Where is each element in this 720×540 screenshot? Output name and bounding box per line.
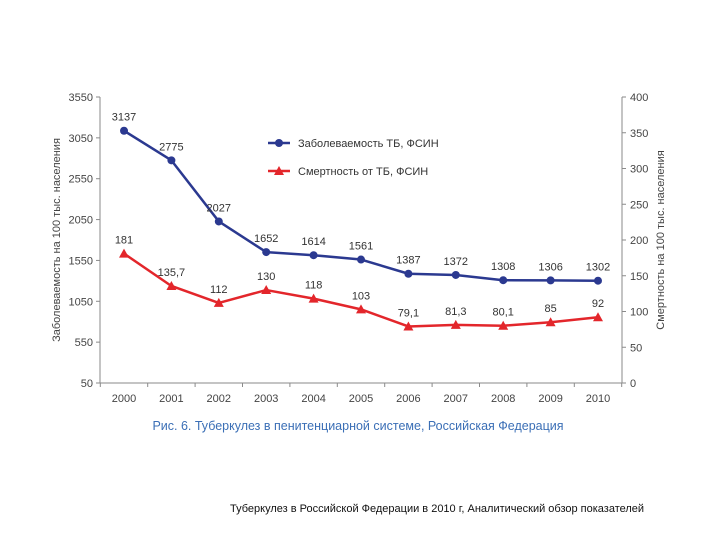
x-tick-label: 2008	[491, 393, 515, 405]
incidence-data-label: 1372	[444, 256, 468, 268]
x-tick-label: 2003	[254, 393, 278, 405]
left-tick-label: 1550	[69, 255, 93, 267]
incidence-point	[546, 276, 555, 285]
incidence-point	[594, 276, 602, 285]
x-tick-label: 2002	[207, 393, 231, 405]
chart-caption: Рис. 6. Туберкулез в пенитенциарной сист…	[152, 419, 563, 433]
mortality-point	[261, 285, 272, 295]
mortality-data-label: 118	[305, 280, 323, 292]
mortality-data-label: 103	[352, 290, 370, 302]
left-tick-label: 50	[81, 378, 93, 390]
incidence-data-label: 2027	[207, 202, 231, 214]
mortality-data-label: 112	[210, 284, 228, 296]
mortality-point	[119, 248, 129, 258]
mortality-data-label: 85	[544, 303, 556, 315]
left-tick-label: 3550	[69, 92, 93, 104]
x-tick-label: 2000	[112, 393, 136, 405]
mortality-point	[498, 320, 509, 330]
right-tick-label: 200	[630, 235, 648, 247]
x-tick-label: 2004	[301, 393, 325, 405]
mortality-data-label: 80,1	[492, 307, 513, 319]
incidence-point	[214, 217, 223, 226]
mortality-data-label: 81,3	[445, 306, 466, 318]
legend-mortality-marker	[274, 166, 284, 175]
mortality-data-label: 181	[115, 235, 133, 247]
incidence-data-label: 1561	[349, 241, 373, 253]
incidence-point	[167, 156, 176, 165]
x-tick-label: 2001	[159, 393, 183, 405]
x-tick-label: 2009	[538, 393, 562, 405]
mortality-point	[450, 319, 461, 329]
right-axis-title: Смертность на 100 тыс. населения	[655, 150, 667, 329]
incidence-data-label: 1308	[491, 261, 515, 273]
left-tick-label: 2550	[69, 174, 93, 186]
source-note: Туберкулез в Российской Федерации в 2010…	[230, 503, 645, 515]
incidence-point	[404, 269, 413, 278]
mortality-data-label: 92	[592, 298, 604, 310]
incidence-point	[357, 255, 365, 264]
left-tick-label: 3050	[69, 133, 93, 145]
x-tick-label: 2005	[349, 393, 373, 405]
incidence-data-label: 2775	[159, 141, 183, 153]
legend-incidence-label: Заболеваемость ТБ, ФСИН	[298, 138, 439, 150]
incidence-point	[451, 270, 460, 279]
incidence-data-label: 1387	[396, 255, 420, 267]
mortality-point	[545, 317, 556, 327]
right-tick-label: 250	[630, 199, 648, 211]
incidence-data-label: 1652	[254, 233, 278, 245]
incidence-point	[309, 251, 318, 260]
incidence-point	[262, 248, 271, 257]
right-tick-label: 350	[630, 128, 648, 140]
left-tick-label: 2050	[69, 215, 93, 227]
right-tick-label: 50	[630, 342, 642, 354]
mortality-point	[403, 321, 414, 331]
mortality-data-label: 130	[257, 271, 275, 283]
legend-mortality-label: Смертность от ТБ, ФСИН	[298, 166, 428, 178]
mortality-data-label: 79,1	[398, 307, 419, 319]
left-tick-label: 550	[75, 337, 93, 349]
mortality-data-label: 135,7	[158, 267, 186, 279]
mortality-point	[593, 312, 603, 322]
incidence-data-label: 3137	[112, 112, 136, 124]
incidence-data-label: 1306	[538, 261, 562, 273]
right-tick-label: 100	[630, 307, 648, 319]
x-tick-label: 2006	[396, 393, 420, 405]
incidence-point	[120, 126, 128, 135]
incidence-point	[499, 276, 508, 285]
right-tick-label: 300	[630, 164, 648, 176]
left-axis-title: Заболеваемость на 100 тыс. населения	[51, 138, 63, 342]
incidence-data-label: 1302	[586, 262, 610, 274]
incidence-data-label: 1614	[301, 236, 325, 248]
right-tick-label: 400	[630, 92, 648, 104]
mortality-point	[213, 297, 224, 307]
right-tick-label: 0	[630, 378, 636, 390]
x-tick-label: 2007	[444, 393, 468, 405]
legend-incidence-marker	[275, 139, 283, 147]
left-tick-label: 1050	[69, 296, 93, 308]
right-tick-label: 150	[630, 271, 648, 283]
mortality-point	[166, 280, 177, 290]
mortality-point	[308, 293, 319, 303]
mortality-point	[356, 304, 366, 314]
x-tick-label: 2010	[586, 393, 610, 405]
